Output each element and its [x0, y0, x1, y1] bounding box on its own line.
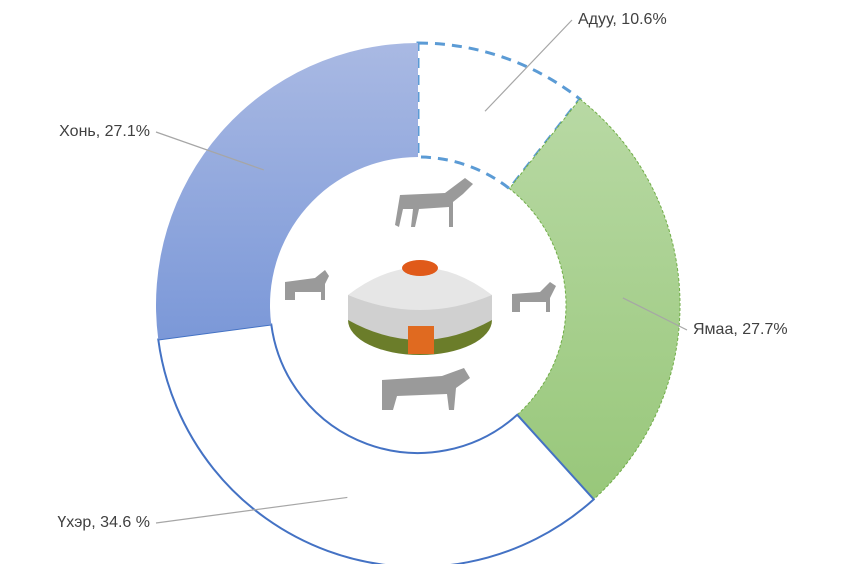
- data-label: Ямаа, 27.7%: [693, 321, 788, 338]
- data-label: Үхэр, 34.6 %: [57, 514, 150, 531]
- chart: Адуу, 10.6% Ямаа, 27.7% Үхэр, 34.6 % Хонь, …: [0, 0, 852, 564]
- center-illustration: [285, 178, 556, 410]
- data-label: Адуу, 10.6%: [578, 11, 667, 28]
- data-label: Хонь, 27.1%: [59, 123, 150, 140]
- donut-slice: [158, 324, 593, 564]
